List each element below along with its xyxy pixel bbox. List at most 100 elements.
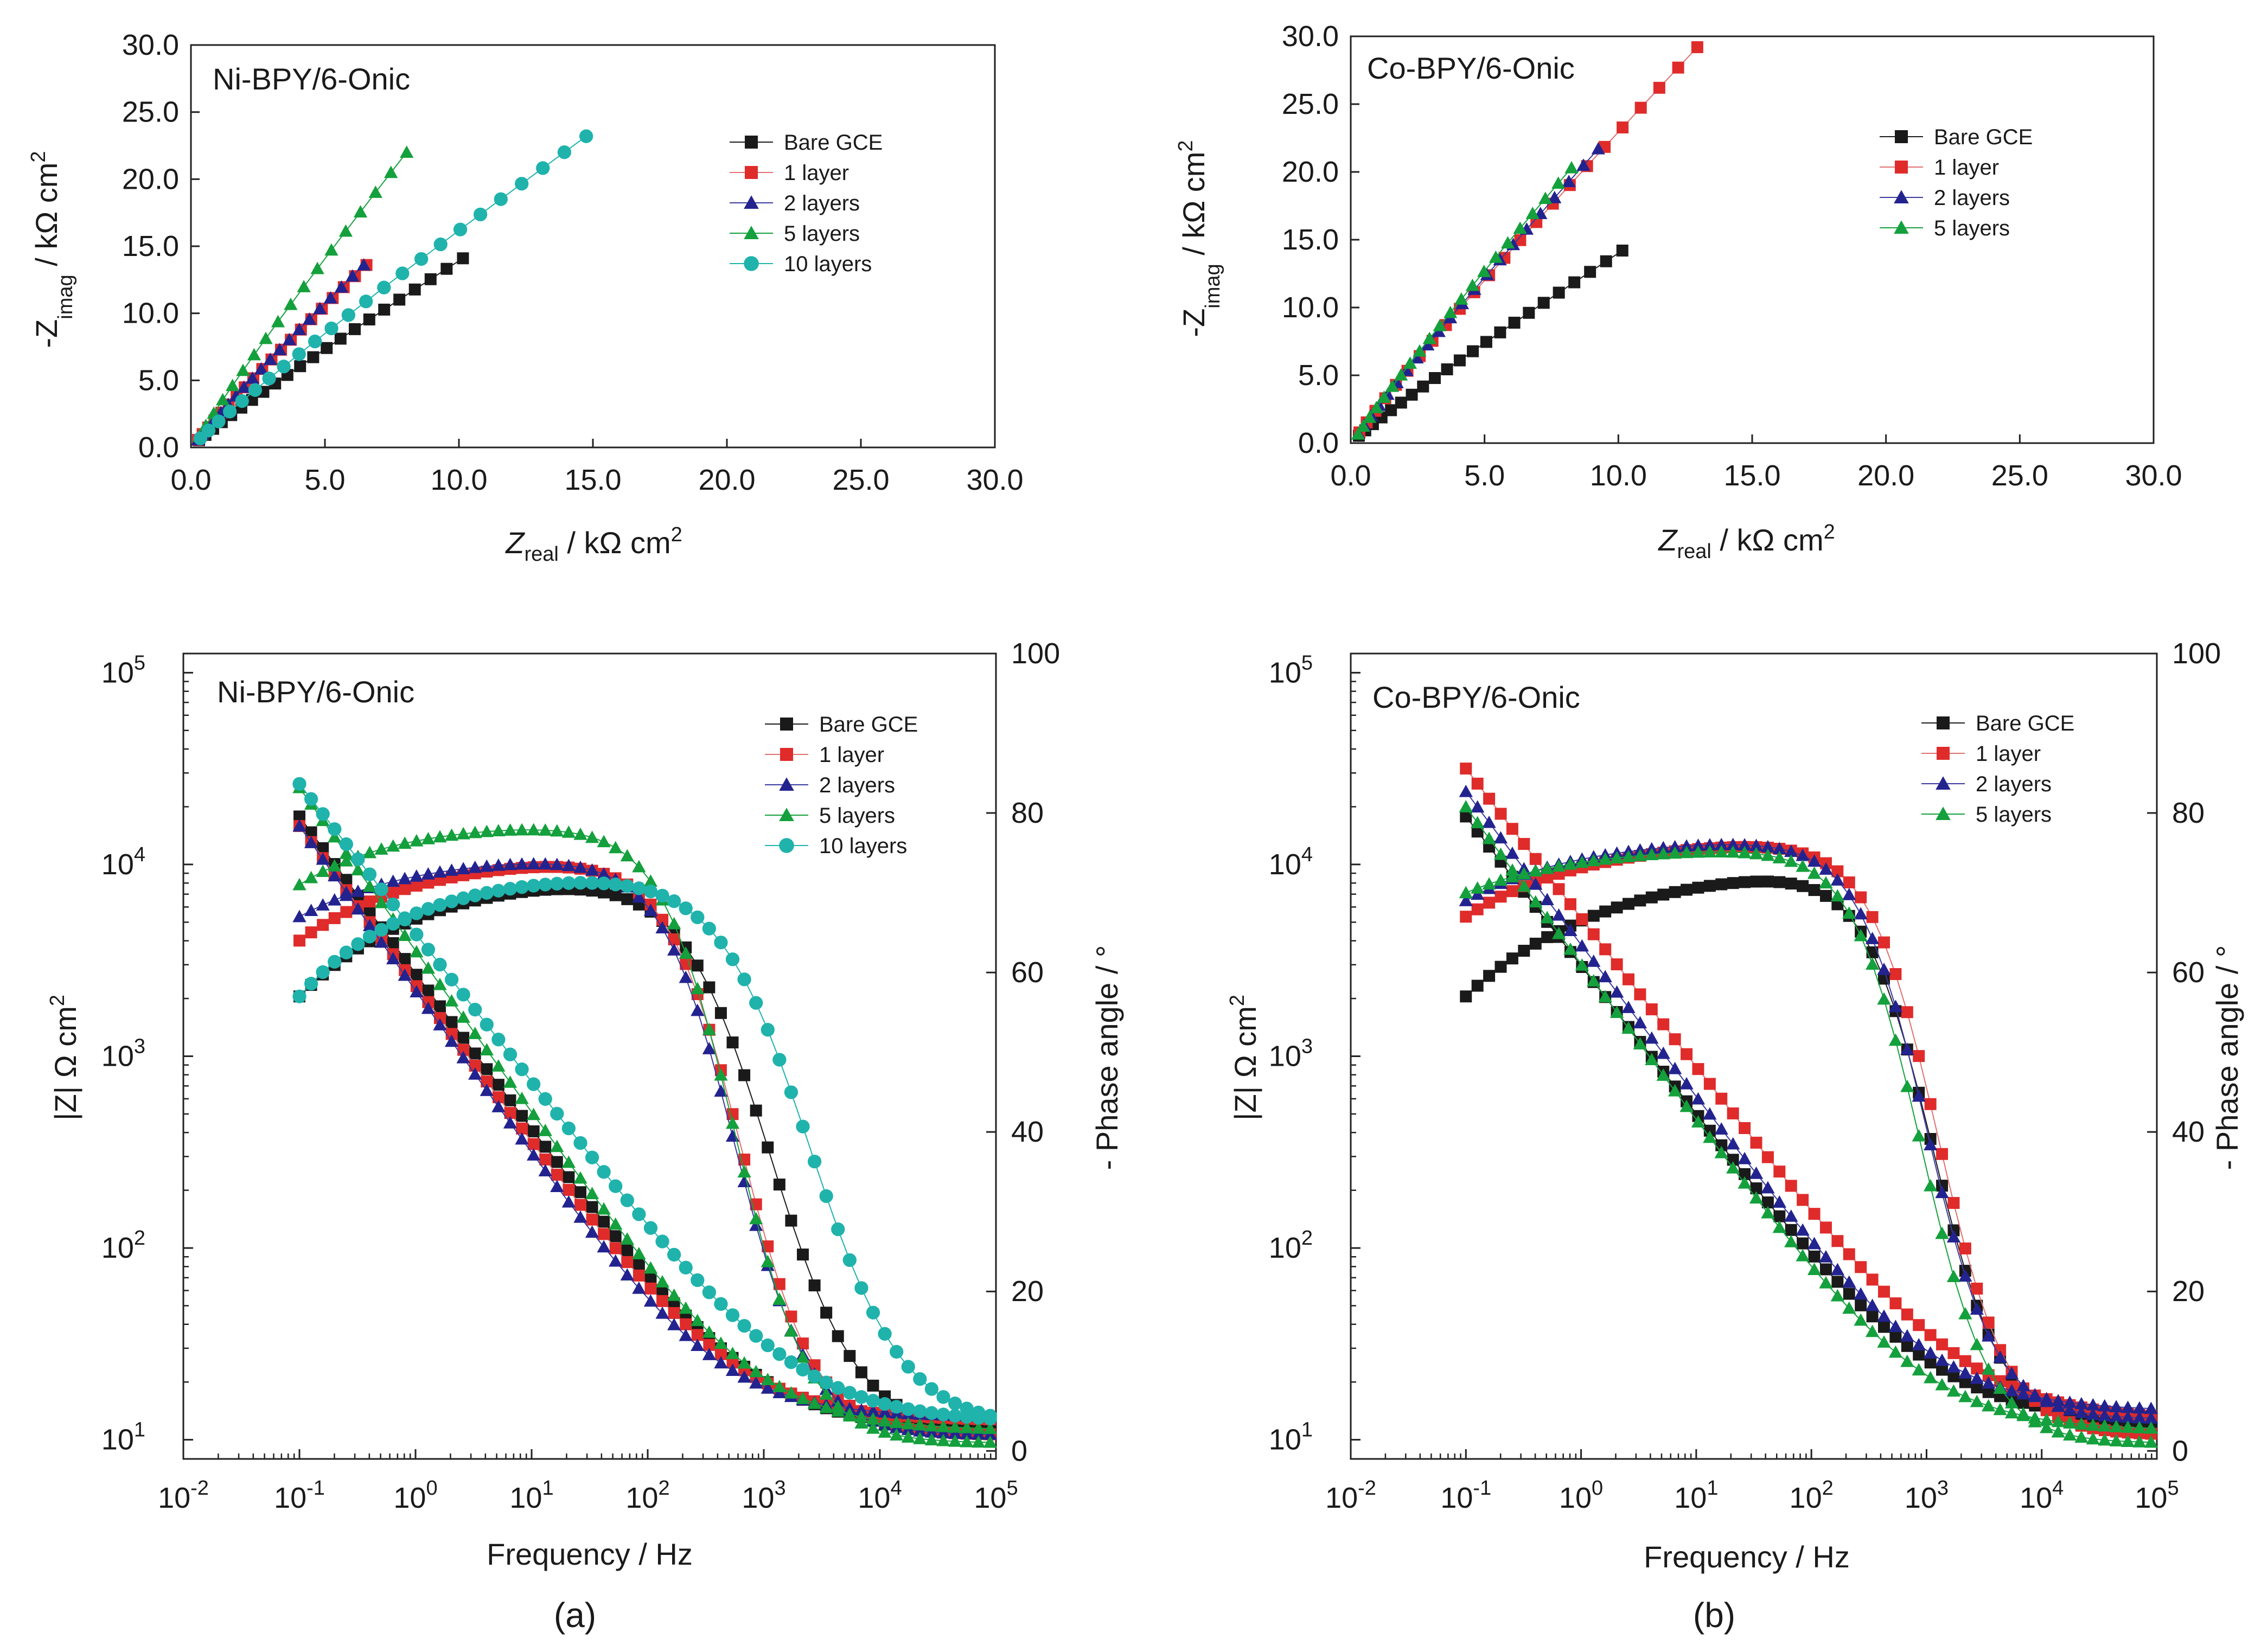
- panel-a-bode-mag-point-5-layers: [761, 1373, 775, 1385]
- panel-b-bode-mag-point-2-layers: [1888, 1320, 1903, 1332]
- panel-a-bode-phase-point-10-layers: [960, 1401, 974, 1416]
- panel-a-bode-phase-point-1-layer: [808, 1359, 821, 1372]
- panel-b-nyquist-point-5-layers: [1500, 236, 1515, 249]
- panel-a-bode-phase-point-10-layers: [725, 952, 740, 966]
- panel-b-bode-phase-point-2-layers: [1738, 838, 1752, 851]
- panel-a-bode-phase-point-5-layers: [761, 1254, 775, 1267]
- panel-a-bode-phase-point-2-layers: [491, 858, 506, 871]
- panel-a-bode-mag-point-1-layer: [680, 1318, 692, 1330]
- panel-b-bode-mag-point-bare-gce: [1889, 1330, 1902, 1343]
- panel-a-bode-xtick-label: 100: [393, 1477, 437, 1514]
- panel-a-bode-mag-point-bare-gce: [363, 905, 376, 918]
- panel-b-nyquist-ytick-label: 20.0: [1282, 156, 1339, 188]
- panel-a-bode-phase-point-5-layers: [679, 946, 693, 959]
- panel-b-nyquist-point-bare-gce: [1406, 388, 1418, 401]
- panel-b-bode-mag-point-1-layer: [1797, 1194, 1809, 1206]
- panel-b-nyquist-xtick-label: 30.0: [2125, 459, 2182, 492]
- panel-a-bode-phase-point-10-layers: [561, 876, 576, 890]
- panel-a-nyquist-xtick-label: 15.0: [564, 464, 621, 496]
- panel-a-bode-mag-point-10-layers: [831, 1381, 845, 1395]
- panel-b-bode-mag-point-5-layers: [1970, 1394, 1984, 1407]
- panel-b-nyquist-legend-marker-5-layers: [1894, 220, 1909, 234]
- panel-a-bode-mag-point-bare-gce: [481, 1063, 493, 1075]
- panel-b-nyquist-legend-label-1-layer: 1 layer: [1934, 156, 1999, 180]
- panel-a-bode-mag-point-10-layers: [702, 1285, 716, 1299]
- panel-b-bode-phase-point-5-layers: [1493, 873, 1508, 886]
- panel-a-nyquist-point-10-layers: [515, 177, 529, 191]
- panel-a-bode-mag-point-2-layers: [410, 985, 424, 998]
- panel-a-bode-mag-point-bare-gce: [609, 1230, 622, 1243]
- panel-a-bode-mag-point-5-layers: [561, 1155, 576, 1168]
- panel-a-bode-phase-point-10-layers: [328, 955, 342, 969]
- panel-a-bode-mag-point-2-layers: [585, 1225, 599, 1238]
- panel-b-bode-legend-marker-1-layer: [1937, 747, 1950, 760]
- panel-b-bode-phase-point-5-layers: [2132, 1435, 2147, 1448]
- panel-a-nyquist-point-10-layers: [235, 394, 249, 408]
- panel-b-bode-phase-point-1-layer: [1959, 1242, 1971, 1254]
- panel-b-bode-mag-point-2-layers: [1842, 1275, 1856, 1288]
- panel-a-nyquist-point-5-layers: [247, 348, 261, 361]
- panel-b-bode-mag-point-1-layer: [1692, 1063, 1704, 1075]
- panel-b-nyquist-point-2-layers: [1421, 338, 1435, 351]
- panel-b-bode-phase-point-5-layers: [1540, 861, 1554, 874]
- panel-b-bode-mag-point-5-layers: [1459, 800, 1473, 812]
- panel-a-bode-phase-point-5-layers: [304, 870, 318, 883]
- panel-b-bode-mag-point-5-layers: [1935, 1378, 1949, 1391]
- panel-b-bode-phase-point-bare-gce: [1471, 979, 1484, 992]
- panel-a-bode-mag-point-5-layers: [983, 1422, 997, 1435]
- panel-a-bode-mag-point-5-layers: [328, 830, 342, 843]
- panel-a-bode-xtick-label: 10-1: [274, 1477, 325, 1514]
- panel-a-bode-mag-point-bare-gce: [422, 984, 435, 997]
- panel-b-bode-mag-point-bare-gce: [1797, 1237, 1809, 1250]
- panel-a-nyquist-xtick-label: 25.0: [832, 464, 889, 496]
- panel-a-bode-phase-point-5-layers: [515, 823, 529, 836]
- panel-b-nyquist-point-bare-gce: [1523, 306, 1535, 319]
- panel-b-bode-mag-point-5-layers: [1761, 1206, 1775, 1219]
- panel-b-bode-phase-point-1-layer: [2040, 1404, 2053, 1417]
- panel-b-bode-phase-point-2-layers: [1982, 1329, 1996, 1342]
- panel-a-nyquist-ytick-label: 0.0: [138, 431, 179, 464]
- panel-b-bode-phase-point-bare-gce: [1541, 931, 1554, 943]
- figure-label-a: (a): [554, 1596, 596, 1635]
- panel-b-bode-phase-point-5-layers: [1946, 1270, 1961, 1282]
- panel-b-bode-mag-point-5-layers: [1738, 1176, 1752, 1189]
- panel-b-bode-mag-point-5-layers: [1912, 1363, 1926, 1376]
- panel-a-bode-phase-point-5-layers: [960, 1435, 974, 1448]
- panel-b-nyquist-point-5-layers: [1362, 410, 1377, 423]
- panel-a-bode-phase-point-10-layers: [807, 1154, 822, 1169]
- panel-b-nyquist-point-5-layers: [1444, 305, 1458, 318]
- panel-a-nyquist-point-5-layers: [271, 315, 285, 328]
- panel-a-bode-phase-point-10-layers: [866, 1305, 880, 1320]
- panel-b-bode-legend-marker-bare-gce: [1937, 716, 1950, 729]
- panel-a-bode-mag-point-5-layers: [643, 1261, 658, 1274]
- panel-b-bode-mag-point-2-layers: [1714, 1122, 1728, 1135]
- panel-a-bode-mag-point-2-layers: [725, 1363, 740, 1376]
- panel-b-nyquist-point-1-layer: [1634, 101, 1647, 114]
- panel-b-bode-mag-point-2-layers: [1865, 1298, 1880, 1311]
- panel-a-bode-mag-point-10-layers: [924, 1406, 939, 1420]
- panel-b-bode-mag-point-1-layer: [1901, 1308, 1913, 1321]
- panel-a-nyquist-point-bare-gce: [440, 262, 453, 275]
- panel-a-bode-mag-point-1-layer: [586, 1213, 598, 1226]
- panel-b-bode-mag-point-1-layer: [1866, 1273, 1879, 1286]
- panel-a-bode-ylabel: |Z| Ω cm2: [46, 995, 82, 1120]
- panel-b-bode-phase-point-2-layers: [1865, 932, 1880, 944]
- panel-b-bode-mag-point-bare-gce: [1750, 1182, 1762, 1195]
- panel-b-bode-mag-point-bare-gce: [1819, 1263, 1832, 1276]
- panel-a-bode-mag-point-2-layers: [515, 1132, 529, 1145]
- panel-a-bode-phase-point-10-layers: [983, 1408, 997, 1423]
- panel-b-bode-mag-point-2-layers: [1935, 1353, 1949, 1366]
- panel-b-bode-phase-point-bare-gce: [1611, 901, 1623, 914]
- panel-a-bode-phase-point-10-layers: [468, 888, 482, 902]
- panel-b-bode-xtick-label: 104: [2020, 1477, 2064, 1514]
- panel-b-bode-mag-point-5-layers: [1877, 1335, 1891, 1348]
- panel-a-bode-phase-point-1-layer: [305, 926, 317, 939]
- panel-a-bode-mag-point-1-layer: [551, 1169, 563, 1181]
- panel-b-bode-mag-point-5-layers: [1772, 1220, 1786, 1233]
- panel-b-bode-phase-point-5-layers: [2098, 1433, 2112, 1446]
- panel-b-bode-mag-point-5-layers: [1633, 1037, 1647, 1050]
- panel-b-bode-mag-point-1-layer: [1494, 808, 1507, 820]
- panel-b-bode-ytick-label: 102: [1269, 1227, 1313, 1264]
- panel-a-nyquist-point-5-layers: [215, 393, 230, 406]
- panel-b-bode-mag-point-1-layer: [1936, 1338, 1949, 1350]
